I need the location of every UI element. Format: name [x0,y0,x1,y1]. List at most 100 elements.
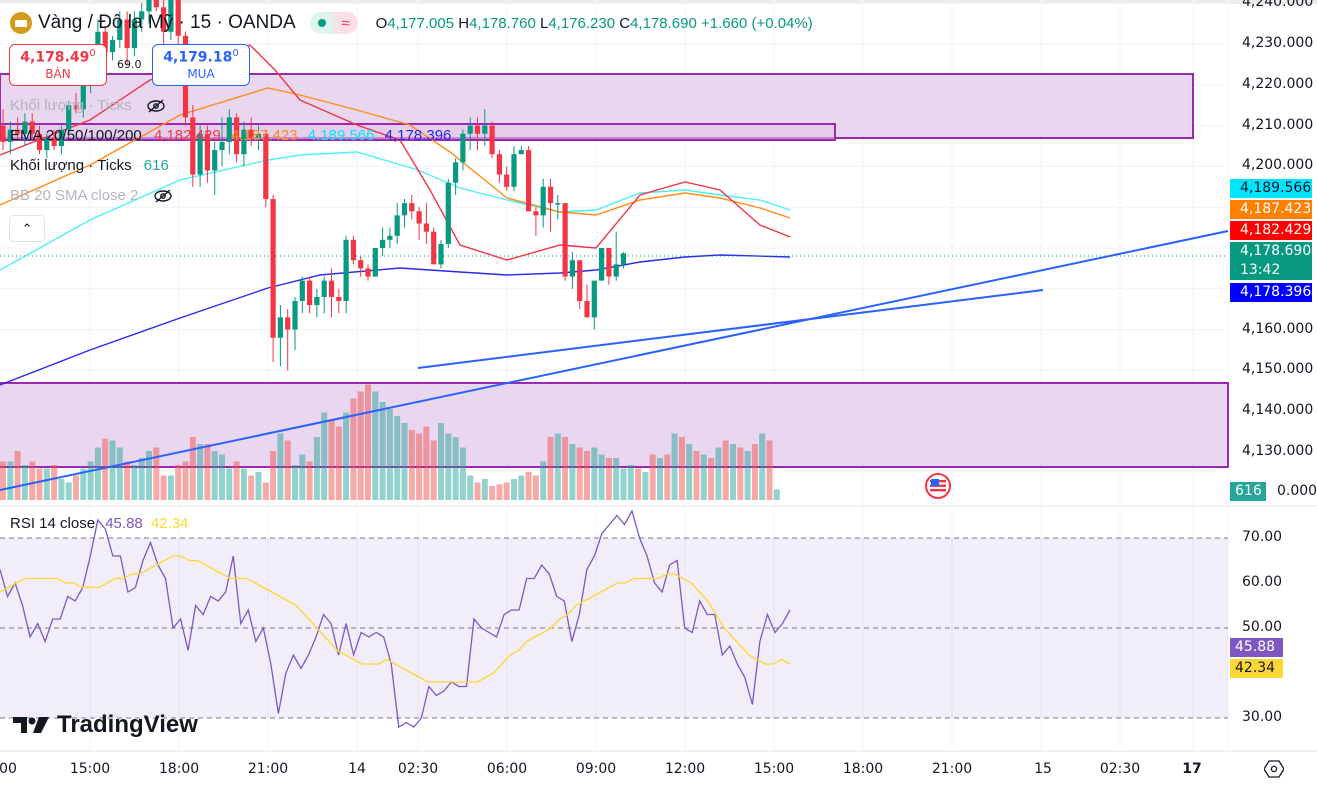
eye-hidden-icon[interactable] [146,99,166,113]
volume-bar [562,437,569,500]
volume-bar [175,465,182,500]
volume-bar [540,461,547,500]
candle-body [161,7,167,32]
volume-bar [189,437,196,500]
volume-bar [416,433,423,500]
candle-body [146,0,152,12]
price-tag: 4,187.423 [1230,200,1312,219]
price-tag: 4,178.690 13:42 [1230,242,1312,280]
volume-bar [226,468,233,500]
volume-label: Khối lượng · Ticks [10,157,132,174]
bb-label: BB 20 SMA close 2 [10,187,139,204]
collapse-legend-button[interactable]: ⌃ [9,215,45,242]
sell-button[interactable]: 4,178.490 BÁN [9,44,107,86]
price-tick: 4,240.000 [1242,0,1314,11]
volume-bar [211,451,218,500]
candle-body [226,117,232,142]
volume-bar [109,440,116,500]
volume-bar [518,475,525,500]
volume-bar [65,482,72,500]
candle-body [416,211,422,224]
legend-ema[interactable]: EMA 20/50/100/200 4,182.429 4,187.423 4,… [10,127,451,144]
symbol-header[interactable]: Vàng / Đô la Mỹ · 15 · OANDA ≈ O4,177.00… [10,9,813,37]
rsi-tick: 70.00 [1242,529,1283,545]
volume-bar [299,454,306,500]
candle-body [36,133,43,151]
volume-bar [693,451,700,500]
volume-bar [511,479,517,500]
volume-bar [21,465,28,500]
volume-bar [481,479,488,500]
time-tick: 06:00 [486,761,528,777]
volume-bar [642,472,649,500]
candle-body [423,223,429,232]
gold-symbol-icon [10,12,32,34]
settings-icon[interactable] [1264,760,1284,778]
volume-bar [547,437,554,500]
volume-bar [262,482,269,500]
candle-body [212,150,218,171]
candle-body [504,174,510,187]
candle-body [540,186,546,216]
buy-label: MUA [187,66,215,81]
rsi-tick: 60.00 [1242,574,1283,590]
volume-bar [357,391,364,500]
candle-body [365,268,371,277]
volume-bar [51,465,58,500]
legend-volume-hidden[interactable]: Khối lượng · Ticks [10,97,166,114]
countdown: 13:42 [1240,262,1281,278]
volume-bar [365,384,371,500]
volume-bar [321,412,328,500]
volume-bar [219,454,225,500]
volume-bar [649,454,656,500]
buy-button[interactable]: 4,179.180 MUA [152,44,250,86]
volume-bar [87,461,94,500]
volume-bar [102,438,109,500]
ema50-line [0,87,791,219]
volume-bar [452,437,459,500]
volume-bar [459,447,466,500]
volume-bar [167,475,174,500]
volume-bar [73,475,79,500]
candle-body [95,31,101,49]
candle-body [584,301,590,318]
volume-bar [328,419,335,500]
volume-bar [664,454,671,500]
volume-bar [292,465,298,500]
volume-bar [29,461,36,500]
price-tick: 4,220.000 [1242,75,1314,92]
volume-bar [605,458,612,500]
candle-body [562,203,568,277]
volume-bar [686,444,693,500]
low-value: 4,176.230 [548,14,616,32]
rsi-line [0,509,791,729]
eye-hidden-icon[interactable] [153,189,173,203]
volume-bar [584,451,590,500]
green-dot-icon [309,12,334,34]
candle-body [460,133,466,163]
close-value: 4,178.690 [630,14,697,32]
candle-body [22,121,28,134]
candle-body [526,150,532,212]
volume-bar [131,465,138,500]
time-tick: 00 [0,761,17,777]
candle-body [44,137,50,151]
us-flag-icon[interactable] [925,473,951,499]
symbol-title[interactable]: Vàng / Đô la Mỹ · 15 · OANDA [38,12,296,33]
legend-volume[interactable]: Khối lượng · Ticks 616 [10,157,169,174]
candle-body [343,239,349,302]
candle-body [58,129,64,146]
volume-bar [569,444,576,500]
time-tick: 14 [348,761,366,777]
candle-body [255,133,262,138]
volume-bar [197,444,204,500]
legend-bb[interactable]: BB 20 SMA close 2 [10,187,173,204]
volume-bar [766,440,773,500]
market-status-pill[interactable]: ≈ [309,12,358,34]
legend-rsi[interactable]: RSI 14 close 45.88 42.34 [10,515,188,532]
tradingview-logo[interactable]: TradingView [13,711,198,739]
candle-body [394,215,400,236]
candle-body [124,19,130,49]
ema20-value: 4,182.429 [153,127,221,144]
